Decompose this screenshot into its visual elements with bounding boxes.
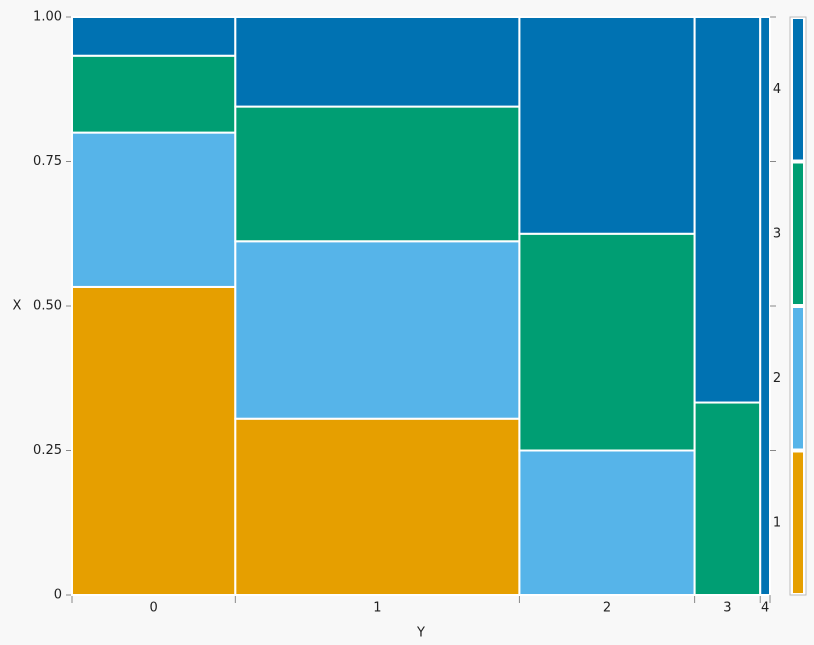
x-tick-label: 1 xyxy=(373,601,381,616)
mosaic-cell xyxy=(234,417,521,596)
mosaic-cell xyxy=(693,401,762,596)
x-tick-label: 2 xyxy=(603,601,611,616)
y-tick-label: 0.50 xyxy=(33,299,62,314)
mosaic-cell xyxy=(234,240,521,420)
legend-label: 3 xyxy=(773,226,781,241)
mosaic-cell xyxy=(693,16,762,404)
x-tick-label: 0 xyxy=(150,601,158,616)
x-axis-label: Y xyxy=(416,626,425,641)
mosaic-cell xyxy=(71,131,237,288)
legend-frame xyxy=(789,16,807,596)
mosaic-cell xyxy=(759,16,772,596)
legend-swatch xyxy=(793,452,803,593)
x-tick-label: 3 xyxy=(723,601,731,616)
mosaic-cell xyxy=(71,285,237,596)
mosaic-cell xyxy=(71,16,237,57)
mosaic-cell xyxy=(518,449,696,596)
y-axis-label: X xyxy=(13,299,22,314)
y-tick-label: 0.25 xyxy=(33,443,62,458)
legend-label: 1 xyxy=(773,515,781,530)
x-tick-label: 4 xyxy=(761,601,769,616)
legend-label: 4 xyxy=(773,82,781,97)
legend-swatch xyxy=(793,19,803,160)
mosaic-cell xyxy=(234,16,521,108)
mosaic-cell xyxy=(234,105,521,243)
legend-swatch xyxy=(793,308,803,449)
mosaic-cell xyxy=(71,54,237,134)
mosaic-cell xyxy=(518,232,696,452)
mosaic-cell xyxy=(518,16,696,235)
legend-swatch xyxy=(793,163,803,304)
legend-label: 2 xyxy=(773,371,781,386)
y-tick-label: 1.00 xyxy=(33,10,62,25)
y-tick-label: 0.75 xyxy=(33,154,62,169)
y-tick-label: 0 xyxy=(54,588,62,603)
